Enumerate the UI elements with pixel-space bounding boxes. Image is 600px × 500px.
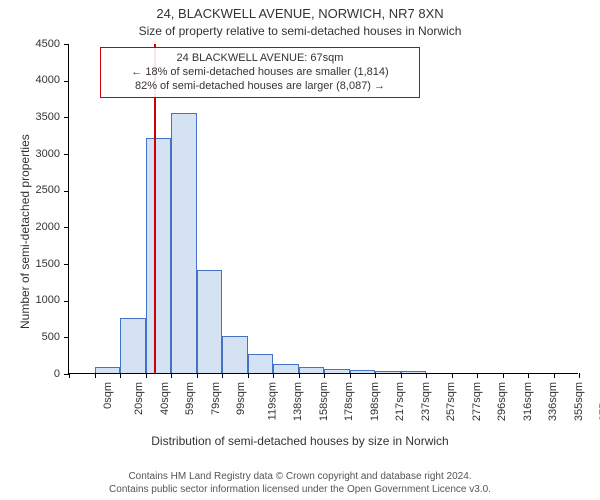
- histogram-bar: [222, 336, 248, 373]
- x-tick-label: 40sqm: [159, 382, 171, 415]
- x-tick: [528, 373, 529, 378]
- y-tick-label: 1500: [10, 258, 60, 270]
- y-tick-label: 2000: [10, 221, 60, 233]
- y-tick-label: 2500: [10, 184, 60, 196]
- x-tick-label: 198sqm: [369, 382, 381, 421]
- histogram-bar: [299, 367, 325, 373]
- x-tick-label: 119sqm: [266, 382, 278, 420]
- x-tick: [375, 373, 376, 378]
- histogram-bar: [375, 371, 401, 373]
- x-tick: [146, 373, 147, 378]
- y-tick: [64, 44, 69, 45]
- y-tick: [64, 81, 69, 82]
- histogram-bar: [273, 364, 299, 373]
- y-tick: [64, 264, 69, 265]
- y-tick: [64, 227, 69, 228]
- x-tick: [248, 373, 249, 378]
- y-tick: [64, 337, 69, 338]
- x-tick-label: 79sqm: [210, 382, 222, 415]
- histogram-bar: [248, 354, 274, 373]
- x-tick-label: 336sqm: [547, 382, 559, 421]
- x-tick-label: 237sqm: [420, 382, 432, 421]
- histogram-bar: [350, 370, 376, 373]
- property-size-chart: 24, BLACKWELL AVENUE, NORWICH, NR7 8XN S…: [0, 0, 600, 500]
- annotation-line1: 24 BLACKWELL AVENUE: 67sqm: [105, 52, 415, 66]
- histogram-bar: [171, 113, 197, 373]
- x-tick-label: 59sqm: [184, 382, 196, 415]
- x-tick: [579, 373, 580, 378]
- x-tick-label: 355sqm: [573, 382, 585, 421]
- histogram-bar: [95, 367, 121, 373]
- x-tick: [426, 373, 427, 378]
- x-tick: [95, 373, 96, 378]
- x-tick-label: 0sqm: [101, 382, 113, 409]
- annotation-line2: ← 18% of semi-detached houses are smalle…: [105, 66, 415, 80]
- x-tick-label: 138sqm: [292, 382, 304, 421]
- histogram-bar: [146, 138, 172, 373]
- y-tick-label: 0: [10, 368, 60, 380]
- y-tick-label: 4000: [10, 74, 60, 86]
- histogram-bar: [197, 270, 223, 373]
- x-tick-label: 277sqm: [471, 382, 483, 421]
- y-tick-label: 3000: [10, 148, 60, 160]
- histogram-bar: [120, 318, 146, 373]
- x-tick-label: 20sqm: [133, 382, 145, 415]
- x-tick: [401, 373, 402, 378]
- x-tick: [299, 373, 300, 378]
- footer-line1: Contains HM Land Registry data © Crown c…: [0, 471, 600, 484]
- annotation-line3: 82% of semi-detached houses are larger (…: [105, 80, 415, 94]
- x-tick-label: 158sqm: [318, 382, 330, 421]
- x-tick-label: 99sqm: [235, 382, 247, 415]
- x-tick: [69, 373, 70, 378]
- y-tick: [64, 301, 69, 302]
- x-tick: [554, 373, 555, 378]
- size-comparison-annotation: 24 BLACKWELL AVENUE: 67sqm ← 18% of semi…: [100, 47, 420, 98]
- y-tick: [64, 117, 69, 118]
- x-tick: [477, 373, 478, 378]
- y-tick: [64, 154, 69, 155]
- footer-line2: Contains public sector information licen…: [0, 484, 600, 497]
- y-tick-label: 500: [10, 331, 60, 343]
- chart-title-line2: Size of property relative to semi-detach…: [0, 24, 600, 38]
- x-tick-label: 178sqm: [343, 382, 355, 421]
- x-tick-label: 217sqm: [394, 382, 406, 421]
- x-axis-label: Distribution of semi-detached houses by …: [0, 434, 600, 448]
- y-tick-label: 1000: [10, 294, 60, 306]
- x-tick: [120, 373, 121, 378]
- chart-footer: Contains HM Land Registry data © Crown c…: [0, 471, 600, 496]
- x-tick: [197, 373, 198, 378]
- x-tick-label: 316sqm: [522, 382, 534, 421]
- histogram-bar: [324, 369, 350, 373]
- x-tick-label: 257sqm: [445, 382, 457, 421]
- x-tick: [324, 373, 325, 378]
- x-tick: [503, 373, 504, 378]
- x-tick-label: 296sqm: [496, 382, 508, 421]
- chart-title-line1: 24, BLACKWELL AVENUE, NORWICH, NR7 8XN: [0, 6, 600, 21]
- y-tick-label: 3500: [10, 111, 60, 123]
- y-tick-label: 4500: [10, 38, 60, 50]
- x-tick: [273, 373, 274, 378]
- histogram-bar: [401, 371, 427, 373]
- x-tick: [452, 373, 453, 378]
- x-tick: [350, 373, 351, 378]
- x-tick: [222, 373, 223, 378]
- y-tick: [64, 191, 69, 192]
- x-tick: [171, 373, 172, 378]
